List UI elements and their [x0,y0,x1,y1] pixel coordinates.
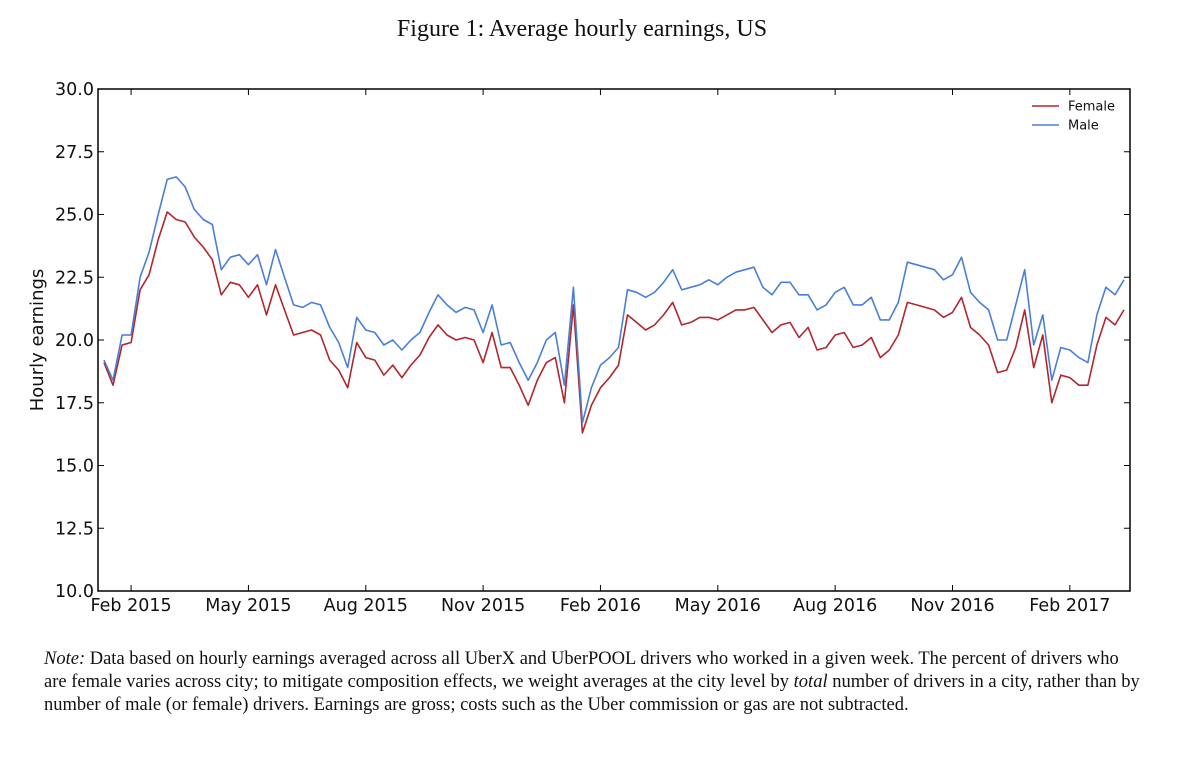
series-line-female [103,211,1125,434]
y-tick-label: 10.0 [55,582,94,602]
x-tick-label: May 2016 [675,596,761,616]
line-chart: 10.0 12.5 15.0 17.5 20.0 22.5 25.0 27.5 30.0 Feb… [27,80,1131,616]
x-tick-label: May 2015 [205,596,291,616]
x-tick-label: Nov 2015 [441,596,525,616]
y-tick-label: 27.5 [55,143,94,163]
x-tick-label: Feb 2017 [1029,596,1110,616]
series-lines [103,176,1125,434]
x-tick-label: Aug 2016 [793,596,877,616]
x-axis-ticks: Feb 2015 May 2015 Aug 2015 Nov 2015 Feb 2016… [91,89,1110,616]
y-tick-label: 15.0 [55,457,94,477]
note-emphasis: total [793,672,828,692]
x-tick-label: Feb 2016 [560,596,641,616]
figure-title: Figure 1: Average hourly earnings, US [396,16,768,42]
figure-note: Note: Data based on hourly earnings aver… [44,648,1144,717]
y-tick-label: 20.0 [55,331,94,351]
legend: Female Male [1032,100,1115,134]
x-tick-label: Feb 2015 [91,596,172,616]
plot-frame [97,88,1131,592]
x-tick-label: Nov 2016 [910,596,994,616]
note-label: Note: [44,649,86,669]
y-axis-label: Hourly earnings [27,269,48,412]
note-text-part2: number of drivers in a city, rather than… [44,672,1140,715]
y-tick-label: 30.0 [55,80,94,100]
note-text-part1: Data based on hourly earnings averaged a… [44,649,1119,692]
legend-label-male: Male [1068,119,1099,134]
x-tick-label: Aug 2015 [324,596,408,616]
y-tick-label: 22.5 [55,268,94,288]
series-line-male [103,176,1125,424]
legend-label-female: Female [1068,100,1115,115]
y-tick-label: 12.5 [55,519,94,539]
y-axis-ticks: 10.0 12.5 15.0 17.5 20.0 22.5 25.0 27.5 30.0 [55,80,1130,602]
y-tick-label: 25.0 [55,206,94,226]
y-tick-label: 17.5 [55,394,94,414]
